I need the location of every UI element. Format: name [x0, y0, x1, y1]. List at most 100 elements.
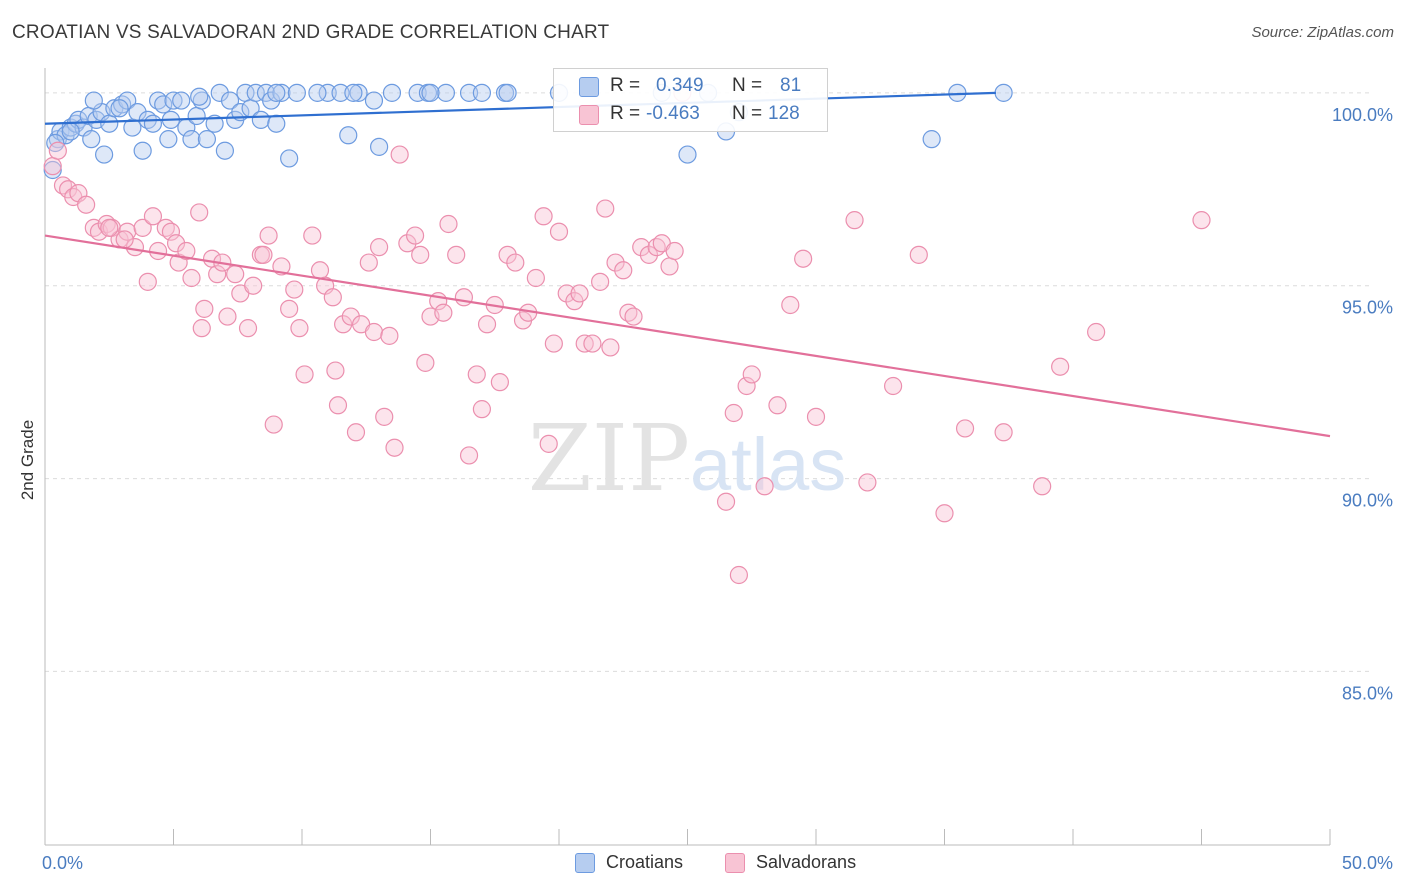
salvadorans-point [218, 307, 237, 326]
salvadorans-point [177, 241, 196, 261]
croatians-point [272, 83, 291, 102]
salvadorans-point [385, 438, 404, 457]
salvadorans-point [390, 145, 409, 164]
salvadorans-point [133, 218, 152, 237]
croatians-point [344, 83, 363, 102]
legend-row-croatians: R = 0.349 N = 81 [554, 72, 827, 100]
salvadorans-point [439, 214, 458, 234]
salvadorans-point [295, 365, 314, 384]
legend-swatch-croatians [579, 77, 599, 97]
legend-n-value: 128 [768, 103, 800, 124]
salvadorans-point [768, 396, 787, 415]
salvadorans-point [416, 353, 435, 372]
salvadorans-point [665, 241, 684, 261]
salvadorans-point [614, 261, 633, 280]
croatians-point [100, 114, 119, 133]
grid-lines [45, 92, 1370, 672]
salvadorans-point [380, 326, 399, 345]
salvadorans-point [737, 376, 756, 396]
salvadorans-point [323, 288, 342, 307]
salvadorans-point [472, 400, 491, 419]
croatians-point [154, 95, 173, 114]
croatians-point [459, 83, 479, 102]
salvadorans-point [346, 423, 366, 442]
croatians-point [472, 83, 491, 102]
croatians-point [318, 83, 337, 102]
croatians-point [267, 114, 286, 133]
salvadorans-point [138, 272, 157, 291]
salvadorans-point [624, 307, 643, 326]
salvadorans-point [606, 253, 625, 272]
salvadorans-point [1051, 357, 1070, 376]
croatians-point [190, 87, 209, 106]
watermark-zip: ZIP [528, 405, 690, 512]
legend-r-value: -0.463 [646, 103, 700, 124]
salvadorans-point [454, 288, 474, 307]
watermark: ZIP atlas [528, 405, 846, 512]
bottom-swatch-salvadorans [725, 853, 745, 873]
croatians-point [280, 149, 299, 168]
salvadorans-point [955, 419, 975, 438]
salvadorans-point [526, 268, 545, 288]
croatians-point [110, 99, 129, 118]
salvadorans-point [48, 141, 67, 160]
salvadorans-point [716, 492, 736, 511]
salvadorans-point [285, 280, 304, 299]
watermark-atlas: atlas [690, 423, 846, 506]
salvadorans-point [280, 299, 299, 318]
salvadorans-point [557, 284, 576, 303]
salvadorans-point [411, 245, 430, 264]
salvadorans-point [259, 226, 278, 245]
salvadorans-point [575, 334, 594, 353]
salvadorans-point [226, 265, 245, 284]
salvadorans-point [334, 315, 353, 334]
y-tick-label: 85.0% [1342, 683, 1393, 703]
salvadorans-point [192, 319, 211, 338]
bottom-swatch-croatians [575, 853, 595, 873]
croatians-point [164, 91, 183, 110]
stats-legend: R = 0.349 N = 81 R = -0.463 N = 128 [553, 68, 828, 132]
salvadorans-point [639, 245, 659, 264]
croatians-point [364, 91, 384, 110]
y-axis-label: 2nd Grade [18, 420, 37, 500]
salvadorans-point [544, 334, 563, 353]
salvadorans-point [238, 319, 258, 338]
salvadorans-point [244, 276, 263, 295]
croatians-point [159, 130, 178, 149]
croatians-point [349, 83, 368, 102]
croatians-point [421, 83, 440, 102]
salvadorans-point [359, 253, 378, 272]
salvadorans-point [434, 303, 453, 322]
salvadorans-point [781, 295, 800, 315]
salvadorans-point [845, 211, 864, 230]
salvadorans-point [539, 434, 558, 453]
salvadorans-point [43, 157, 62, 176]
salvadorans-points [43, 83, 1211, 585]
salvadorans-point [375, 407, 394, 426]
salvadorans-point [498, 245, 517, 264]
salvadorans-point [303, 226, 322, 245]
salvadorans-point [77, 195, 96, 214]
croatians-point [143, 114, 163, 133]
croatians-point [436, 83, 456, 102]
salvadorans-point [994, 423, 1013, 442]
salvadorans-point [935, 504, 954, 523]
croatians-point [133, 141, 152, 160]
croatians-point [678, 145, 697, 164]
y-tick-label: 95.0% [1342, 298, 1393, 318]
salvadorans-point [115, 230, 134, 249]
salvadorans-point [806, 407, 826, 426]
salvadorans-point [909, 245, 928, 264]
salvadorans-point [596, 199, 615, 218]
croatians-trend-line [44, 91, 996, 125]
salvadorans-point [660, 257, 679, 276]
x-tick-label: 0.0% [42, 853, 83, 873]
croatians-point [182, 130, 201, 149]
salvadorans-point [447, 245, 466, 264]
salvadorans-point [459, 446, 479, 465]
chart-title: CROATIAN VS SALVADORAN 2ND GRADE CORRELA… [12, 22, 610, 43]
salvadorans-trend-line [44, 234, 1331, 438]
salvadorans-point [601, 338, 620, 357]
croatians-point [498, 83, 517, 102]
